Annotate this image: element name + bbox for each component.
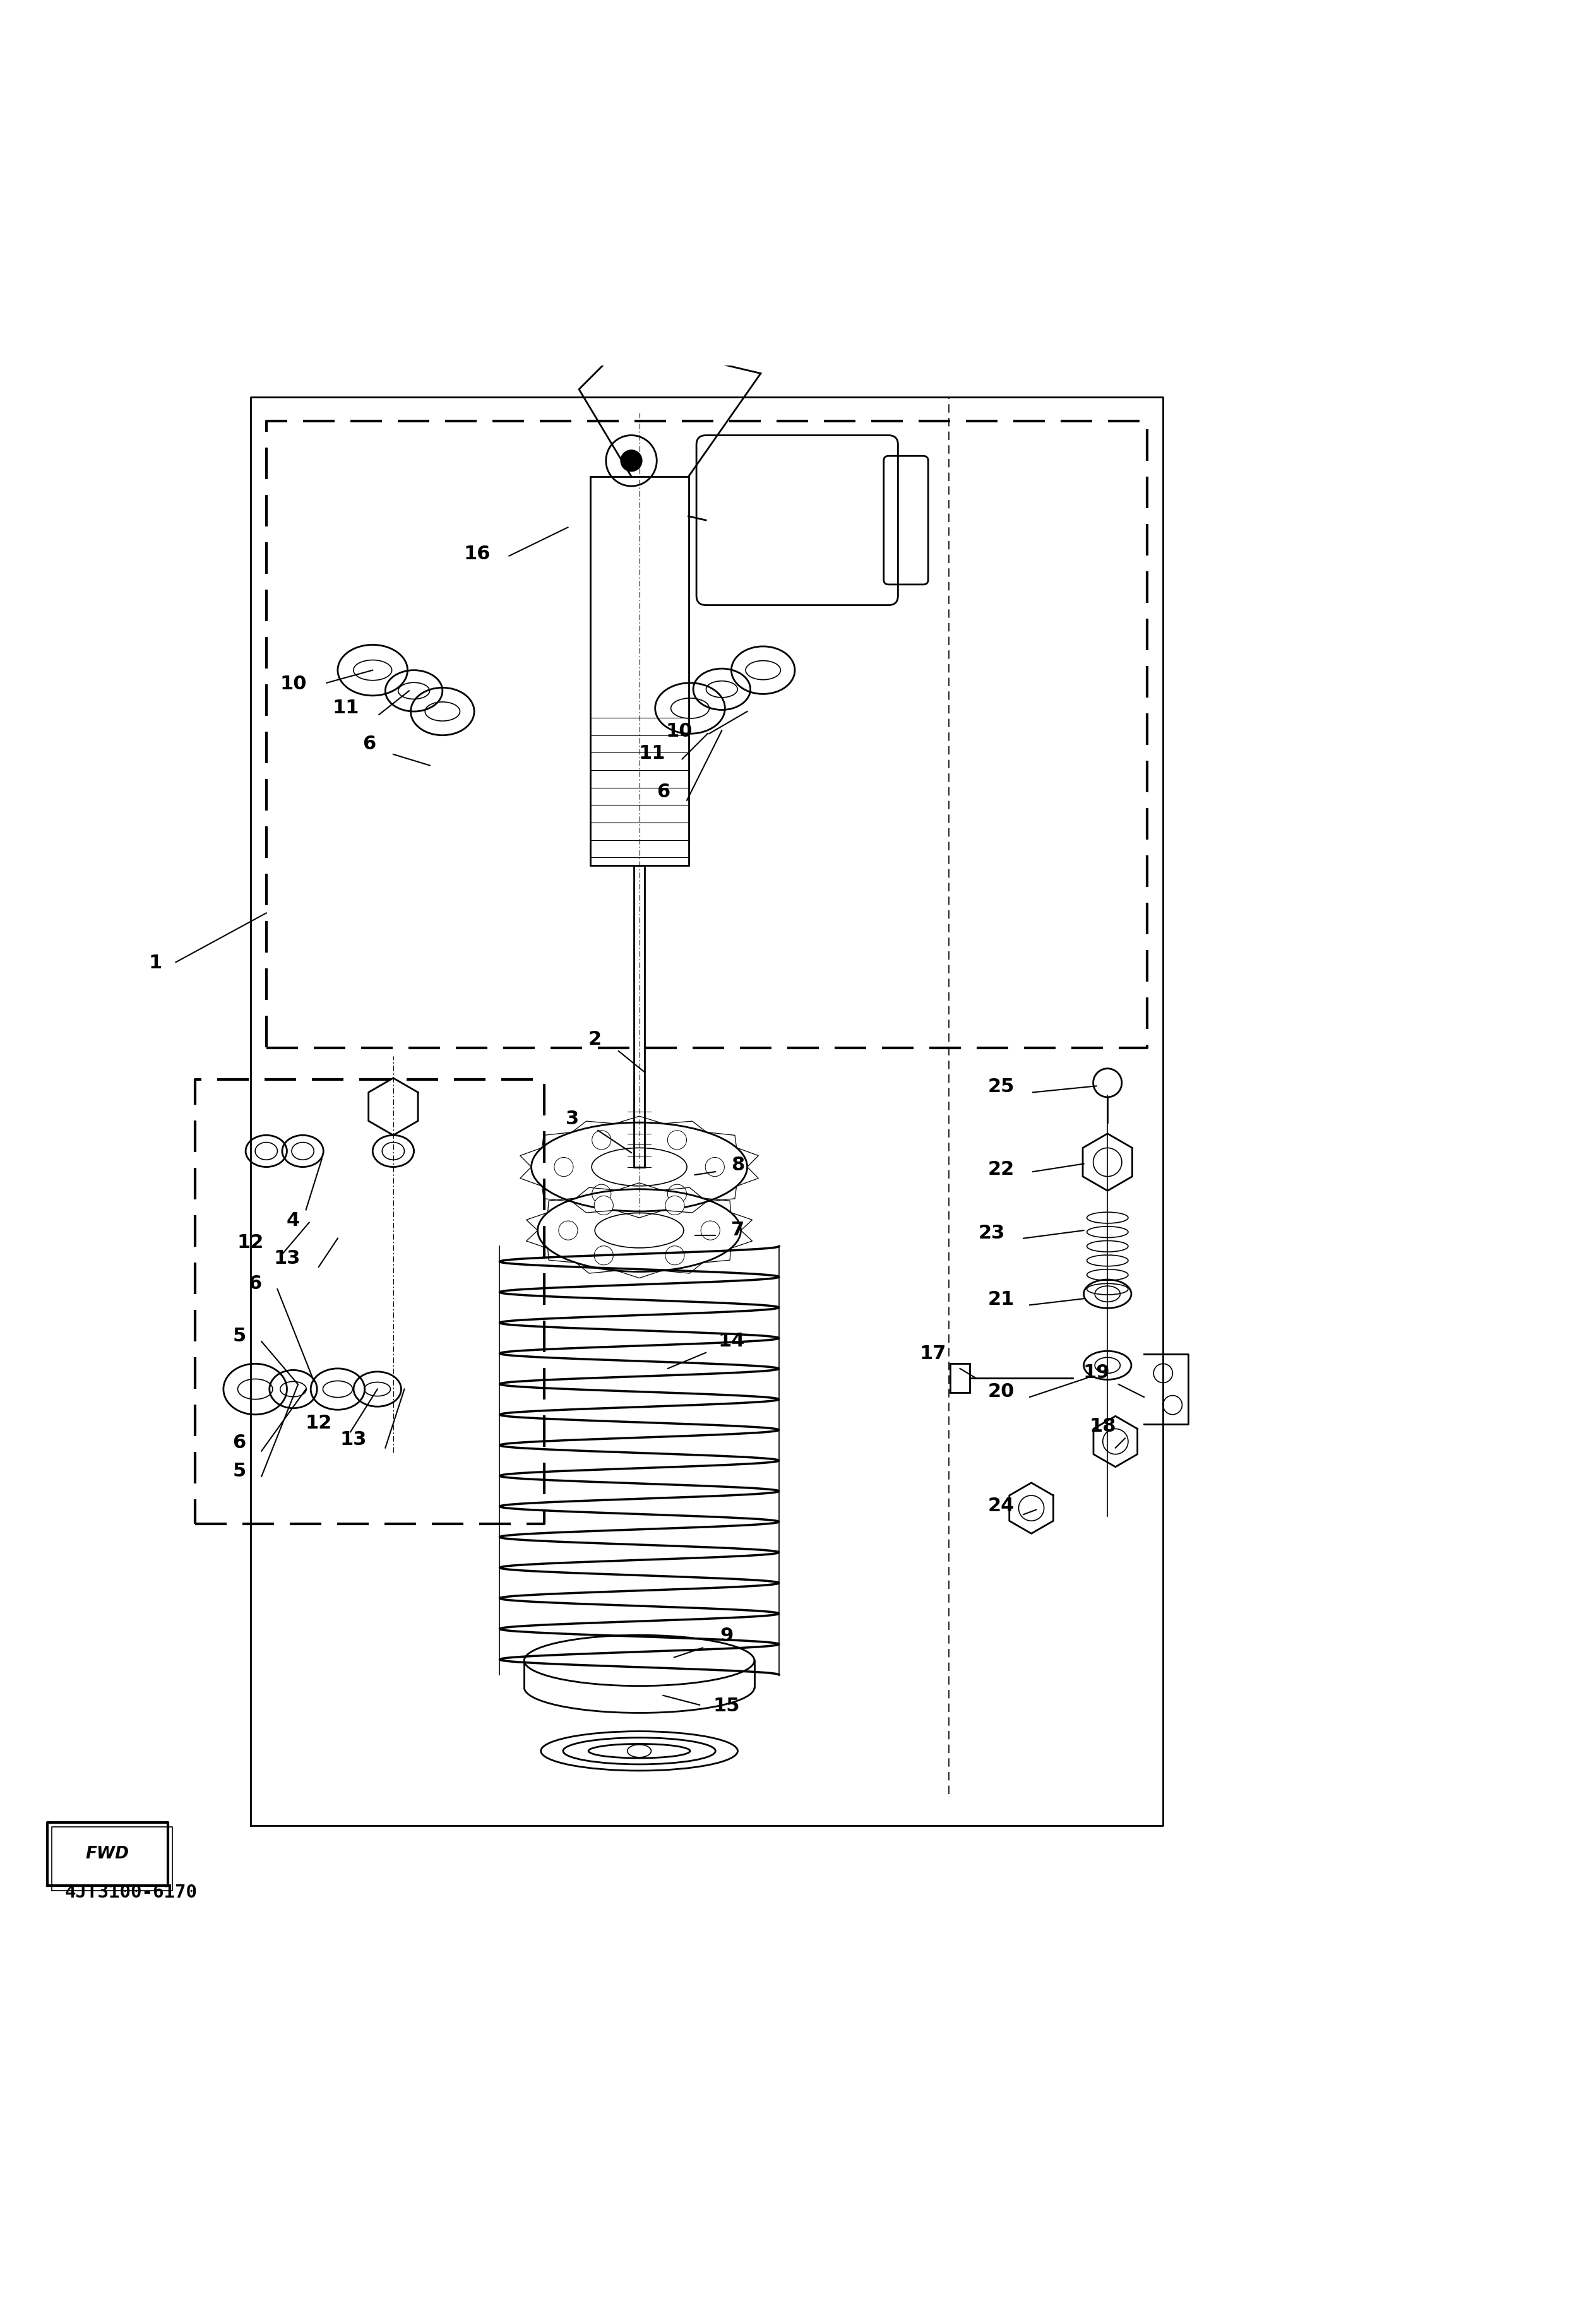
Text: 11: 11: [638, 744, 666, 763]
Text: 12: 12: [305, 1414, 332, 1433]
Circle shape: [667, 1184, 686, 1203]
Text: 24: 24: [988, 1497, 1015, 1516]
Bar: [634, 865, 645, 1166]
Text: 6: 6: [249, 1275, 262, 1293]
Text: 10: 10: [279, 675, 306, 693]
Text: 11: 11: [332, 698, 359, 716]
Circle shape: [559, 1222, 578, 1240]
Text: 13: 13: [273, 1249, 300, 1268]
Circle shape: [594, 1245, 613, 1266]
Text: 5: 5: [233, 1463, 246, 1481]
Text: 7: 7: [731, 1222, 744, 1238]
Circle shape: [667, 1131, 686, 1150]
Text: 13: 13: [340, 1430, 367, 1449]
Text: 14: 14: [718, 1333, 745, 1349]
Text: 4JT3100-6170: 4JT3100-6170: [65, 1885, 198, 1901]
Text: 3: 3: [567, 1110, 579, 1129]
Circle shape: [666, 1245, 685, 1266]
Text: 21: 21: [988, 1291, 1015, 1310]
Circle shape: [592, 1184, 611, 1203]
Circle shape: [701, 1222, 720, 1240]
Circle shape: [666, 1196, 685, 1215]
Circle shape: [594, 1196, 613, 1215]
Circle shape: [592, 1131, 611, 1150]
Text: 4: 4: [287, 1210, 300, 1229]
Text: 20: 20: [988, 1382, 1015, 1400]
Text: 16: 16: [464, 545, 492, 563]
Text: 2: 2: [589, 1029, 602, 1048]
Text: 23: 23: [978, 1224, 1005, 1242]
Bar: [591, 478, 688, 865]
Text: 6: 6: [656, 783, 670, 802]
Text: 9: 9: [720, 1627, 733, 1646]
Text: 15: 15: [713, 1697, 741, 1715]
Text: 6: 6: [362, 735, 377, 753]
Text: 1: 1: [148, 955, 161, 971]
Text: 5: 5: [233, 1326, 246, 1344]
Text: 8: 8: [731, 1157, 744, 1173]
Text: 25: 25: [988, 1078, 1015, 1096]
Bar: [950, 1363, 969, 1393]
Text: 19: 19: [1084, 1363, 1109, 1382]
Text: 17: 17: [919, 1344, 946, 1363]
Circle shape: [621, 450, 643, 473]
Text: 10: 10: [666, 723, 693, 742]
Text: 22: 22: [988, 1161, 1015, 1178]
Text: 18: 18: [1090, 1416, 1116, 1435]
Text: 6: 6: [233, 1433, 246, 1451]
Circle shape: [705, 1157, 725, 1178]
Circle shape: [554, 1157, 573, 1178]
Text: 12: 12: [238, 1233, 263, 1252]
Text: FWD: FWD: [86, 1845, 129, 1861]
